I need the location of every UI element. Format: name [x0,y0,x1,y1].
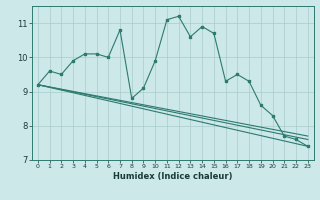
X-axis label: Humidex (Indice chaleur): Humidex (Indice chaleur) [113,172,233,181]
